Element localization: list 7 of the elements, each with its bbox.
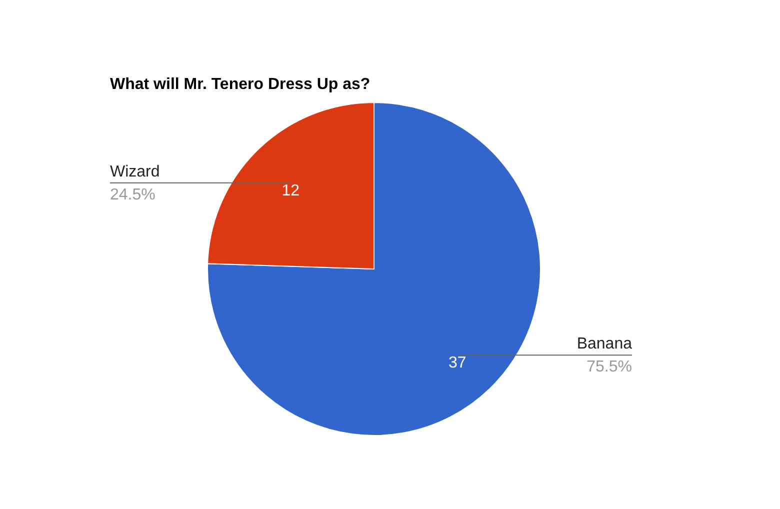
slice-label: Banana [576,336,632,353]
text: 75.5% [586,358,632,376]
data-label: 12 [282,182,300,200]
text: 24.5% [110,186,156,204]
data-label: 37 [448,354,466,372]
slice-label: Wizard [110,163,160,180]
chart-title: What will Mr. Tenero Dress Up as? [110,76,370,93]
